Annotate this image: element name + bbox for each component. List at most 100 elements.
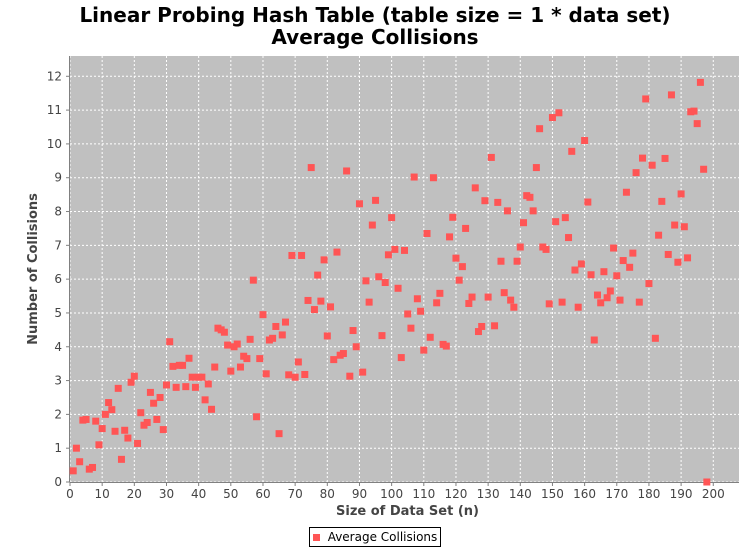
data-point [201, 396, 209, 404]
data-point [246, 335, 254, 343]
data-point [146, 388, 154, 396]
data-point [111, 427, 119, 435]
data-point [397, 354, 405, 362]
data-point [285, 371, 293, 379]
x-tick-label: 130 [477, 487, 500, 501]
data-point [198, 373, 206, 381]
data-point [269, 334, 277, 342]
data-point [603, 294, 611, 302]
data-point [526, 193, 534, 201]
data-point [478, 322, 486, 330]
data-point [645, 280, 653, 288]
data-point [343, 167, 351, 175]
data-point [587, 271, 595, 279]
data-point [474, 328, 482, 336]
data-point [156, 393, 164, 401]
data-point [327, 303, 335, 311]
x-tick-label: 40 [191, 487, 206, 501]
data-point [346, 372, 354, 380]
data-point [590, 336, 598, 344]
data-point [105, 399, 113, 407]
data-point [388, 214, 396, 222]
data-point [442, 342, 450, 350]
data-point [69, 467, 77, 475]
data-point [574, 303, 582, 311]
data-point [700, 165, 708, 173]
data-point [76, 458, 84, 466]
y-tick-label: 0 [54, 475, 62, 489]
data-point [626, 263, 634, 271]
data-point [487, 153, 495, 161]
x-tick-label: 120 [445, 487, 468, 501]
data-point [117, 455, 125, 463]
data-point [684, 254, 692, 262]
data-point [355, 200, 363, 208]
data-point [211, 363, 219, 371]
plot-area [70, 56, 739, 482]
data-point [220, 328, 228, 336]
x-tick-label: 70 [288, 487, 303, 501]
x-tick-label: 60 [255, 487, 270, 501]
data-point [593, 291, 601, 299]
data-point [288, 251, 296, 259]
data-point [619, 257, 627, 265]
x-tick-label: 0 [66, 487, 74, 501]
data-point [561, 214, 569, 222]
data-point [520, 219, 528, 227]
data-point [298, 251, 306, 259]
data-point [130, 372, 138, 380]
data-point [648, 161, 656, 169]
data-point [658, 197, 666, 205]
data-point [677, 190, 685, 198]
data-point [262, 370, 270, 378]
data-point [458, 263, 466, 271]
data-point [301, 370, 309, 378]
data-point [166, 338, 174, 346]
data-point [272, 322, 280, 330]
data-point [497, 257, 505, 265]
data-point [162, 381, 170, 389]
data-point [417, 307, 425, 315]
data-point [101, 410, 109, 418]
y-tick-label: 1 [54, 441, 62, 455]
data-point [333, 248, 341, 256]
legend: Average Collisions [309, 527, 441, 547]
data-point [491, 322, 499, 330]
data-point [185, 354, 193, 362]
data-point [429, 174, 437, 182]
data-point [542, 245, 550, 253]
x-tick-label: 160 [573, 487, 596, 501]
data-point [224, 341, 232, 349]
data-point [372, 196, 380, 204]
data-point [307, 164, 315, 172]
data-point [362, 277, 370, 285]
data-point [436, 289, 444, 297]
data-point [404, 310, 412, 318]
data-point [536, 125, 544, 133]
data-point [552, 218, 560, 226]
data-point [555, 109, 563, 117]
x-tick-label: 30 [159, 487, 174, 501]
data-point [484, 293, 492, 301]
data-point [449, 213, 457, 221]
data-point [188, 373, 196, 381]
y-tick-label: 7 [54, 238, 62, 252]
data-point [339, 350, 347, 358]
data-point [153, 415, 161, 423]
data-point [259, 311, 267, 319]
x-tick-label: 150 [541, 487, 564, 501]
data-point [613, 272, 621, 280]
data-point [690, 107, 698, 115]
data-point [159, 426, 167, 434]
x-tick-label: 20 [127, 487, 142, 501]
data-point [500, 289, 508, 297]
x-tick-label: 200 [702, 487, 725, 501]
data-point [310, 306, 318, 314]
data-point [503, 207, 511, 215]
data-point [516, 243, 524, 251]
data-point [610, 244, 618, 252]
data-point [191, 383, 199, 391]
data-point [82, 415, 90, 423]
data-point [468, 293, 476, 301]
y-tick-label: 6 [54, 272, 62, 286]
